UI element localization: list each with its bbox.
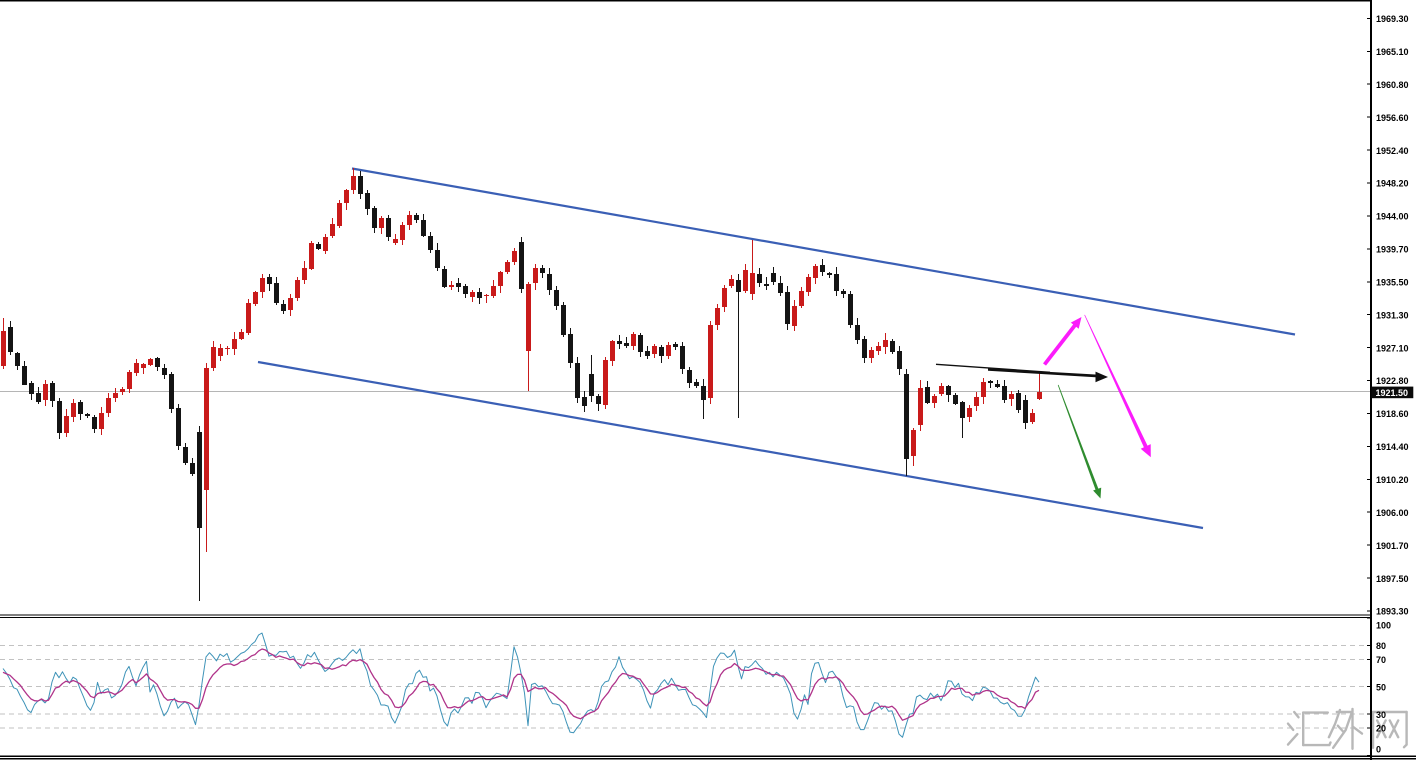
svg-text:1910.20: 1910.20 [1376, 475, 1409, 485]
svg-text:1906.00: 1906.00 [1376, 508, 1409, 518]
svg-text:20: 20 [1376, 724, 1386, 734]
svg-text:1927.10: 1927.10 [1376, 343, 1409, 353]
svg-text:100: 100 [1376, 620, 1391, 630]
svg-text:1921.50: 1921.50 [1376, 388, 1409, 398]
svg-text:80: 80 [1376, 641, 1386, 651]
svg-text:1960.80: 1960.80 [1376, 80, 1409, 90]
svg-text:1965.10: 1965.10 [1376, 47, 1409, 57]
svg-text:1948.20: 1948.20 [1376, 179, 1409, 189]
svg-text:1922.80: 1922.80 [1376, 376, 1409, 386]
svg-text:1952.40: 1952.40 [1376, 146, 1409, 156]
svg-text:1893.30: 1893.30 [1376, 607, 1409, 617]
svg-text:1935.50: 1935.50 [1376, 278, 1409, 288]
svg-text:70: 70 [1376, 655, 1386, 665]
svg-text:1956.60: 1956.60 [1376, 113, 1409, 123]
svg-text:1939.70: 1939.70 [1376, 245, 1409, 255]
svg-text:1944.00: 1944.00 [1376, 212, 1409, 222]
svg-text:1931.30: 1931.30 [1376, 310, 1409, 320]
svg-text:1918.60: 1918.60 [1376, 409, 1409, 419]
svg-text:50: 50 [1376, 682, 1386, 692]
svg-text:30: 30 [1376, 710, 1386, 720]
svg-text:1897.50: 1897.50 [1376, 574, 1409, 584]
svg-text:1914.40: 1914.40 [1376, 442, 1409, 452]
svg-text:1969.30: 1969.30 [1376, 14, 1409, 24]
svg-text:0: 0 [1376, 744, 1381, 754]
svg-text:1901.70: 1901.70 [1376, 541, 1409, 551]
